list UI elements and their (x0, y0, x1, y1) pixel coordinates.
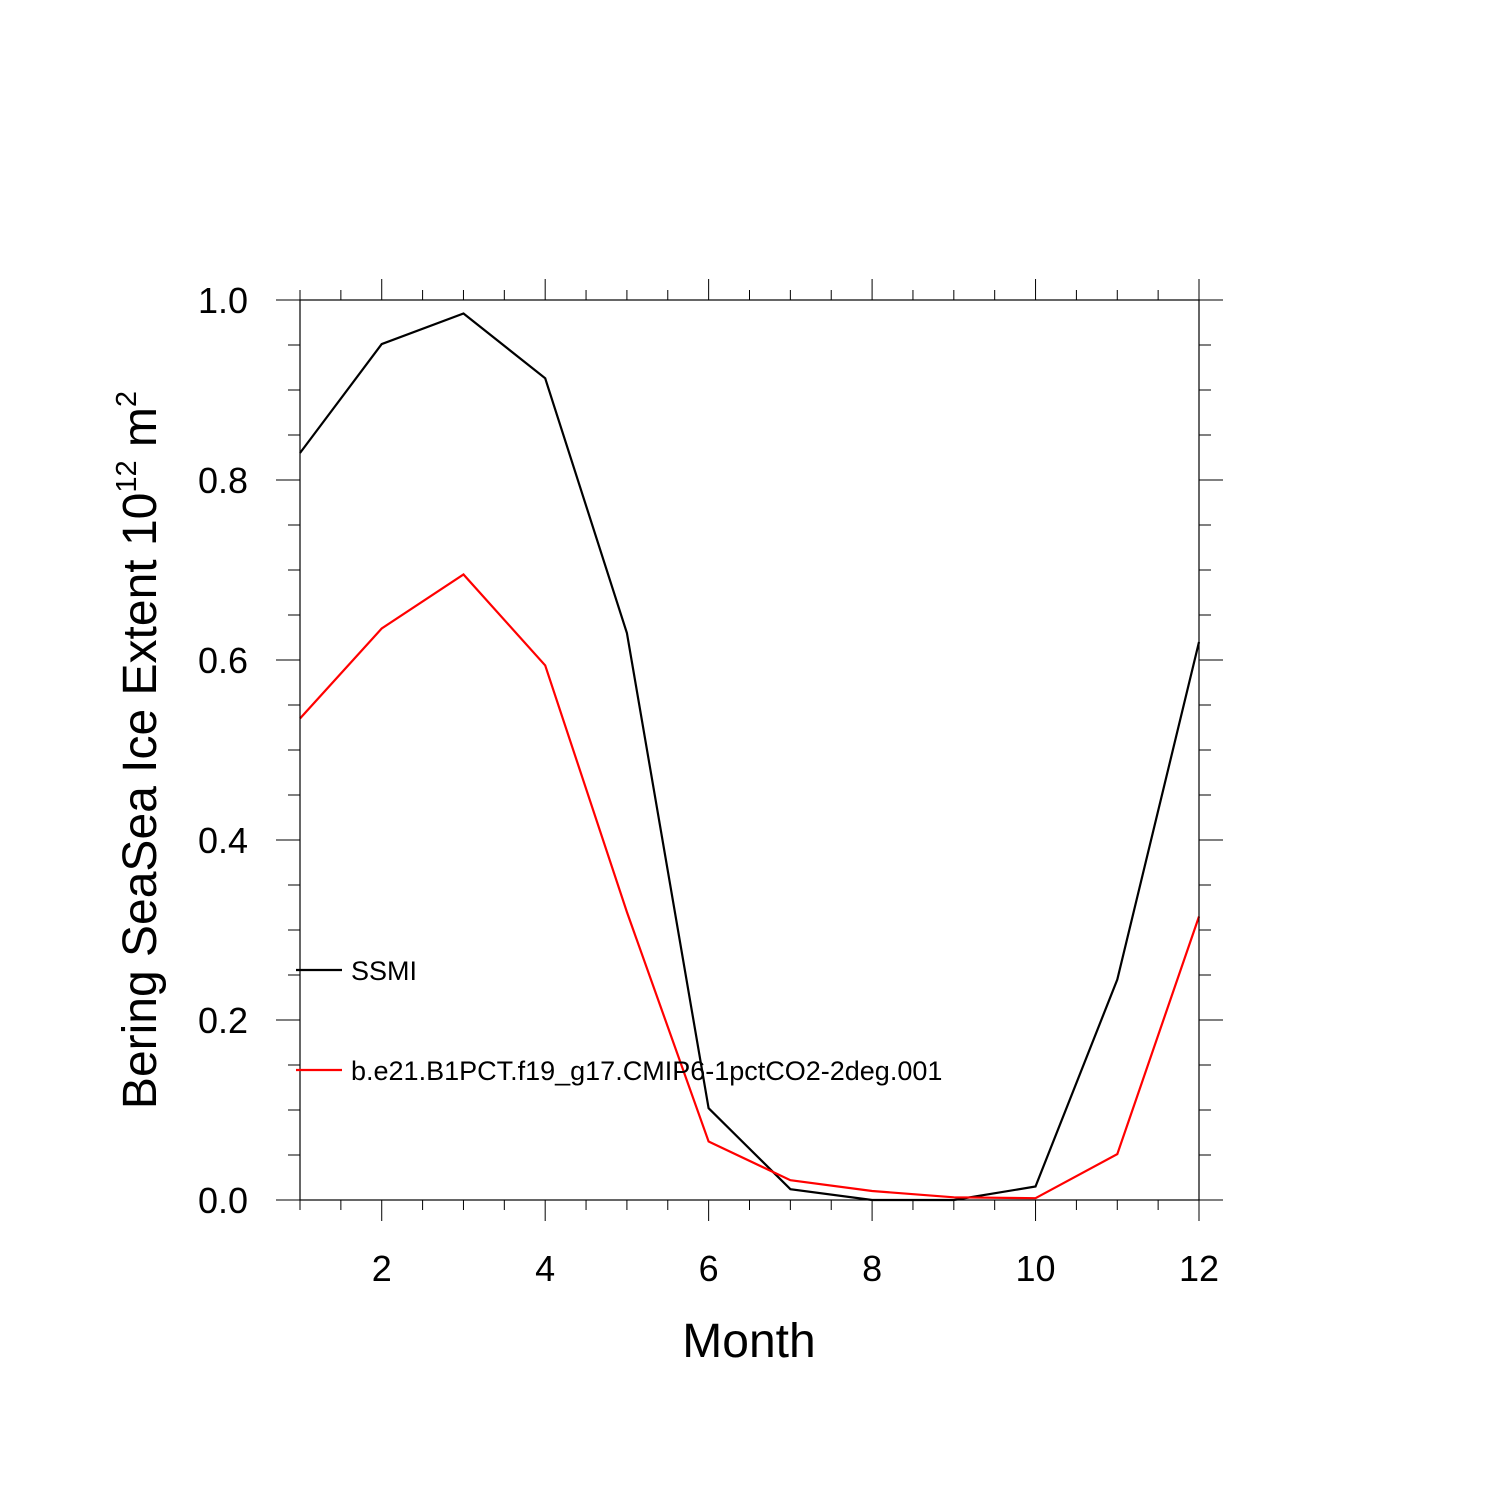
y-tick-label: 1.0 (198, 280, 248, 321)
x-tick-label: 12 (1179, 1248, 1219, 1289)
x-tick-label: 10 (1016, 1248, 1056, 1289)
y-axis-title-main: Bering SeaSea Ice Extent 10 (114, 493, 167, 1109)
y-tick-label: 0.4 (198, 820, 248, 861)
y-tick-label: 0.8 (198, 460, 248, 501)
plot-frame (299, 299, 1200, 1201)
y-axis-title: Bering SeaSea Ice Extent 1012 m2 (111, 391, 167, 1109)
x-tick-label: 8 (862, 1248, 882, 1289)
series-lines (299, 312, 1201, 1202)
y-axis-title-unit-exponent: 2 (111, 391, 143, 407)
y-tick-label: 0.6 (198, 640, 248, 681)
legend-label-1: SSMI (351, 956, 417, 986)
x-tick-label: 2 (372, 1248, 392, 1289)
axis-ticks (276, 279, 1223, 1221)
x-tick-label: 4 (535, 1248, 555, 1289)
legend-label-2: b.e21.B1PCT.f19_g17.CMIP6-1pctCO2-2deg.0… (351, 1056, 942, 1086)
y-axis-title-unit: m (114, 407, 167, 460)
x-axis-title: Month (682, 1315, 815, 1368)
y-axis-title-exponent: 12 (111, 460, 143, 492)
tick-labels: 2 4 6 8 10 12 0.0 0.2 0.4 0.6 0.8 1.0 (198, 280, 1219, 1289)
x-tick-label: 6 (699, 1248, 719, 1289)
y-tick-label: 0.2 (198, 1000, 248, 1041)
legend: SSMI b.e21.B1PCT.f19_g17.CMIP6-1pctCO2-2d… (296, 956, 942, 1086)
series-line-1 (299, 312, 1201, 1202)
series-line-2 (299, 573, 1201, 1200)
y-tick-label: 0.0 (198, 1180, 248, 1221)
